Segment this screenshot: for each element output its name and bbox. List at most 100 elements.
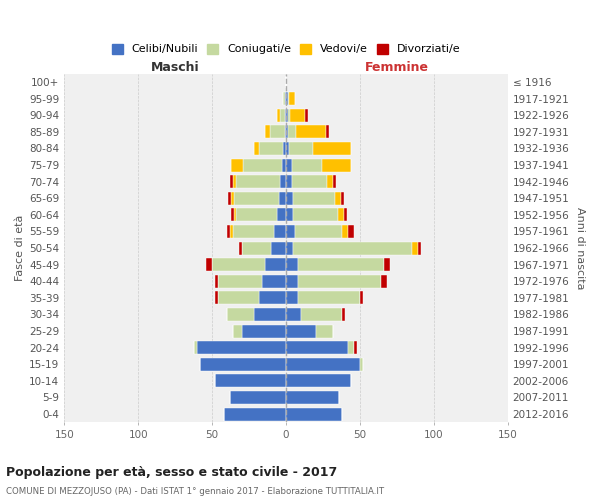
- Bar: [232, 158, 243, 172]
- Bar: [286, 175, 292, 188]
- Bar: [284, 92, 286, 105]
- Bar: [206, 258, 212, 271]
- Bar: [259, 142, 283, 155]
- Bar: [286, 275, 298, 287]
- Bar: [286, 408, 342, 420]
- Bar: [418, 242, 421, 254]
- Text: Femmine: Femmine: [365, 60, 429, 74]
- Bar: [287, 108, 290, 122]
- Bar: [243, 158, 281, 172]
- Bar: [286, 292, 298, 304]
- Bar: [412, 242, 418, 254]
- Bar: [286, 341, 348, 354]
- Bar: [293, 242, 412, 254]
- Bar: [233, 324, 242, 338]
- Bar: [360, 358, 363, 370]
- Bar: [233, 225, 274, 238]
- Bar: [277, 108, 280, 122]
- Bar: [262, 275, 286, 287]
- Bar: [215, 374, 286, 388]
- Bar: [254, 308, 286, 321]
- Bar: [286, 92, 287, 105]
- Bar: [280, 175, 286, 188]
- Bar: [215, 275, 218, 287]
- Bar: [194, 341, 197, 354]
- Bar: [286, 242, 293, 254]
- Bar: [274, 225, 286, 238]
- Bar: [235, 208, 236, 222]
- Bar: [212, 258, 265, 271]
- Bar: [383, 258, 389, 271]
- Bar: [277, 208, 286, 222]
- Bar: [342, 225, 348, 238]
- Bar: [326, 126, 329, 138]
- Bar: [316, 324, 334, 338]
- Bar: [224, 408, 286, 420]
- Bar: [284, 108, 286, 122]
- Bar: [295, 225, 342, 238]
- Bar: [236, 208, 277, 222]
- Bar: [236, 175, 280, 188]
- Bar: [293, 208, 338, 222]
- Bar: [286, 108, 287, 122]
- Bar: [290, 108, 305, 122]
- Bar: [283, 92, 284, 105]
- Bar: [200, 358, 286, 370]
- Bar: [232, 192, 235, 204]
- Bar: [270, 126, 284, 138]
- Bar: [341, 192, 344, 204]
- Bar: [298, 275, 380, 287]
- Bar: [230, 391, 286, 404]
- Bar: [283, 142, 286, 155]
- Bar: [342, 308, 345, 321]
- Bar: [305, 108, 308, 122]
- Bar: [242, 324, 286, 338]
- Bar: [380, 275, 386, 287]
- Bar: [286, 308, 301, 321]
- Bar: [348, 225, 354, 238]
- Bar: [298, 258, 383, 271]
- Bar: [265, 126, 270, 138]
- Bar: [284, 126, 286, 138]
- Bar: [265, 258, 286, 271]
- Bar: [271, 242, 286, 254]
- Bar: [233, 175, 236, 188]
- Bar: [286, 208, 293, 222]
- Bar: [348, 341, 354, 354]
- Bar: [242, 242, 271, 254]
- Bar: [280, 108, 284, 122]
- Y-axis label: Fasce di età: Fasce di età: [15, 215, 25, 281]
- Bar: [354, 341, 357, 354]
- Bar: [338, 208, 344, 222]
- Bar: [322, 158, 351, 172]
- Bar: [360, 292, 363, 304]
- Bar: [289, 142, 313, 155]
- Bar: [229, 192, 232, 204]
- Bar: [335, 192, 341, 204]
- Bar: [235, 192, 278, 204]
- Bar: [239, 242, 242, 254]
- Bar: [227, 308, 254, 321]
- Bar: [286, 225, 295, 238]
- Bar: [344, 208, 347, 222]
- Legend: Celibi/Nubili, Coniugati/e, Vedovi/e, Divorziati/e: Celibi/Nubili, Coniugati/e, Vedovi/e, Di…: [107, 39, 465, 59]
- Bar: [286, 126, 287, 138]
- Bar: [286, 142, 289, 155]
- Bar: [286, 258, 298, 271]
- Bar: [292, 175, 328, 188]
- Bar: [286, 374, 351, 388]
- Bar: [254, 142, 259, 155]
- Bar: [287, 126, 296, 138]
- Y-axis label: Anni di nascita: Anni di nascita: [575, 207, 585, 290]
- Bar: [281, 158, 286, 172]
- Bar: [278, 192, 286, 204]
- Text: Popolazione per età, sesso e stato civile - 2017: Popolazione per età, sesso e stato civil…: [6, 466, 337, 479]
- Bar: [227, 225, 230, 238]
- Bar: [289, 92, 295, 105]
- Bar: [287, 92, 289, 105]
- Bar: [292, 158, 322, 172]
- Bar: [230, 175, 233, 188]
- Bar: [259, 292, 286, 304]
- Bar: [313, 142, 351, 155]
- Bar: [328, 175, 334, 188]
